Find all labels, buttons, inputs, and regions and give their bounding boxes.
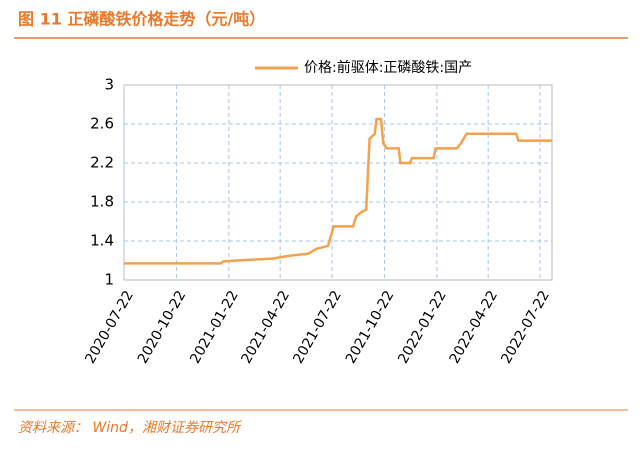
x-tick-label: 2020-10-22 — [135, 288, 190, 366]
x-tick-label: 2021-04-22 — [239, 288, 294, 366]
x-tick-label: 2021-10-22 — [343, 288, 398, 366]
x-tick-label: 2021-07-22 — [290, 288, 345, 366]
y-tick-label: 2.6 — [90, 115, 114, 133]
x-tick-label: 2022-07-22 — [498, 288, 553, 366]
source: 资料来源： Wind，湘财证券研究所 — [18, 420, 242, 436]
y-tick-label: 1 — [104, 271, 114, 289]
chart-title: 图 11 正磷酸铁价格走势（元/吨） — [18, 10, 265, 29]
x-tick-label: 2020-07-22 — [82, 288, 137, 366]
y-tick-label: 1.4 — [90, 232, 114, 250]
x-tick-label: 2022-04-22 — [447, 288, 502, 366]
data-line — [124, 117, 552, 265]
plot-frame — [123, 84, 553, 281]
x-tick-label: 2021-01-22 — [187, 288, 242, 366]
y-tick-label: 2.2 — [90, 154, 114, 172]
legend-label: 价格:前驱体:正磷酸铁:国产 — [304, 59, 472, 76]
y-tick-label: 3 — [104, 76, 114, 94]
y-tick-label: 1.8 — [90, 193, 114, 211]
x-tick-label: 2022-01-22 — [395, 288, 450, 366]
